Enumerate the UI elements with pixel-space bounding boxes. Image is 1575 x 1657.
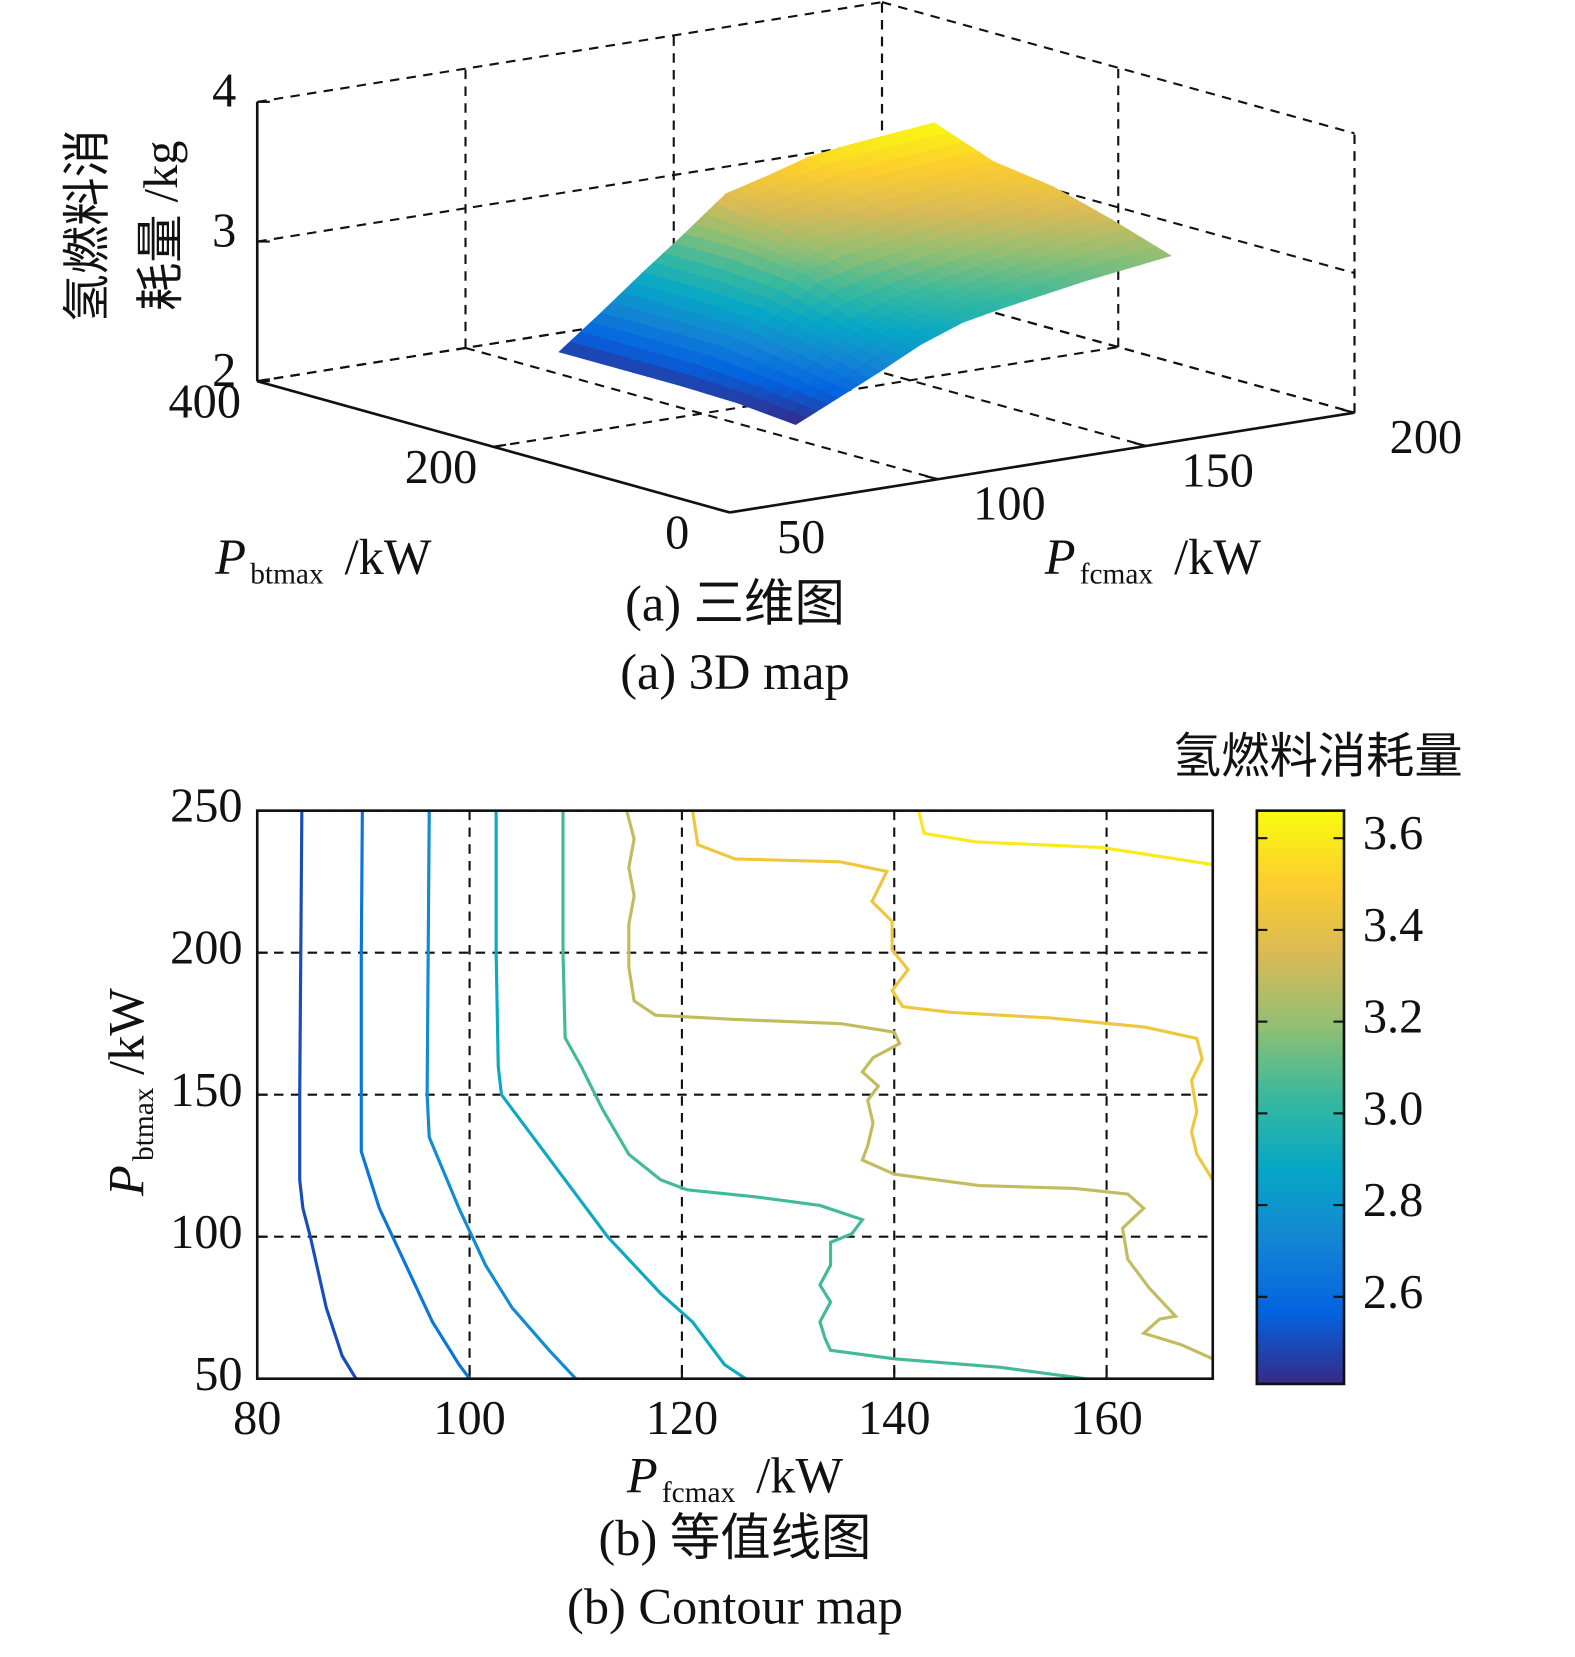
z-tick-label: 4 <box>212 65 236 118</box>
caption: (b) Contour map <box>567 1578 903 1634</box>
x-tick-label: 150 <box>1181 444 1253 497</box>
label-unit: /kW <box>756 1447 843 1503</box>
grid-line <box>465 346 939 481</box>
y-tick-label: 200 <box>405 441 477 494</box>
x-tick-label: 120 <box>646 1392 718 1445</box>
label-unit: /kW <box>345 528 432 584</box>
tick-mark <box>716 508 731 514</box>
colorbar-tick-label: 3.0 <box>1363 1082 1423 1135</box>
y-tick-label: 400 <box>169 375 241 428</box>
plot-frame <box>255 809 1215 1381</box>
z-axis-label: 氢燃料消 <box>61 129 114 322</box>
label-subscript: btmax <box>128 1087 160 1161</box>
colorbar-title: 氢燃料消耗量 <box>1173 730 1463 783</box>
y-tick-label: 50 <box>194 1348 242 1401</box>
z-tick-label: 2 <box>212 344 236 397</box>
x-axis <box>729 411 1355 514</box>
contour-line <box>359 810 471 1380</box>
label-subscript: btmax <box>250 558 324 590</box>
tick-mark <box>493 443 507 448</box>
tick-mark <box>1133 441 1147 447</box>
y-axis-label: Pbtmax/kW <box>98 988 160 1197</box>
grid-line <box>257 140 883 243</box>
caption: (a) 3D map <box>620 644 849 700</box>
label-unit: /kW <box>98 988 154 1075</box>
grid-line <box>673 313 1147 447</box>
z-axis-label: 耗量 /kg <box>135 141 188 311</box>
tick-mark <box>925 475 939 481</box>
tick-mark <box>257 378 271 383</box>
label-symbol: P <box>626 1447 658 1503</box>
x-tick-label: 160 <box>1070 1392 1142 1445</box>
caption: (b) 等值线图 <box>599 1510 872 1566</box>
contour-line <box>425 810 577 1380</box>
contour-line <box>690 810 1215 1181</box>
contour-line <box>298 810 358 1380</box>
caption: (a) 三维图 <box>625 576 845 632</box>
contour-line <box>561 810 1086 1381</box>
surface-chart: 2 3 4 50 100 150 200 0 200 400 <box>169 1 1462 564</box>
z-tick-label: 3 <box>212 204 236 257</box>
x-tick-label: 100 <box>433 1392 505 1445</box>
grid-line <box>881 140 1355 275</box>
y-tick-label: 200 <box>170 922 242 975</box>
contour-line <box>917 810 1213 867</box>
grid-line <box>881 280 1355 414</box>
label-symbol: P <box>98 1165 154 1197</box>
grid-line <box>493 346 1119 448</box>
grid-line <box>257 1 883 103</box>
label-subscript: fcmax <box>662 1477 736 1509</box>
colorbar-tick-label: 3.2 <box>1363 991 1423 1044</box>
label-symbol: P <box>1044 528 1076 584</box>
y-tick-label: 0 <box>665 507 689 560</box>
x-tick-label: 80 <box>233 1392 281 1445</box>
x-tick-label: 100 <box>973 478 1045 531</box>
y-tick-label: 250 <box>170 780 242 833</box>
x-tick-label: 140 <box>858 1392 930 1445</box>
contour-chart: 80 100 120 140 160 50 100 150 200 250 2.6 2.8 3.0 3.2… <box>170 780 1423 1445</box>
colorbar-tick-label: 3.4 <box>1363 899 1423 952</box>
colorbar-tick-label: 2.8 <box>1363 1174 1423 1227</box>
colorbar-tick-label: 2.6 <box>1363 1266 1423 1319</box>
contour-line <box>494 810 747 1381</box>
surface-patch <box>779 411 808 426</box>
tick-mark <box>729 509 743 514</box>
colorbar <box>1255 809 1346 1386</box>
label-unit: /kW <box>1174 528 1261 584</box>
tick-mark <box>1341 408 1355 414</box>
y-tick-label: 100 <box>170 1206 242 1259</box>
x-tick-label: 50 <box>777 511 825 564</box>
x-tick-label: 200 <box>1390 411 1462 464</box>
grid-line <box>881 1 1355 135</box>
y-tick-label: 150 <box>170 1064 242 1117</box>
contour-line <box>625 810 1214 1361</box>
colorbar-tick-label: 3.6 <box>1363 807 1423 860</box>
label-subscript: fcmax <box>1080 558 1154 590</box>
label-symbol: P <box>214 528 246 584</box>
